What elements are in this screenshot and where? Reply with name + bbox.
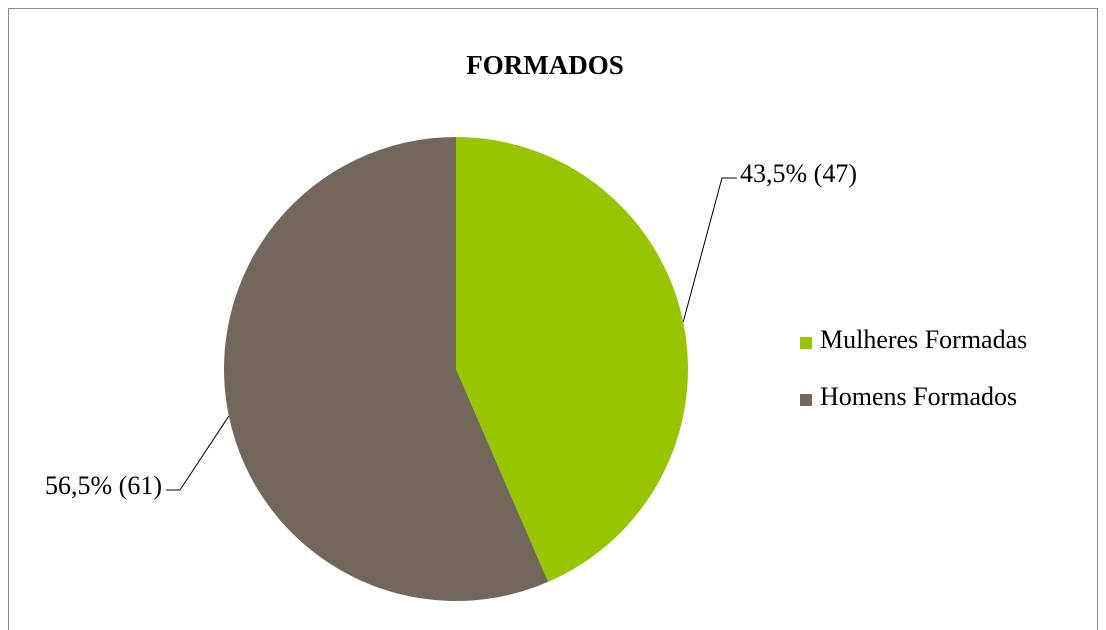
legend-swatch [800, 337, 812, 349]
leader-line [166, 415, 230, 491]
legend-swatch [800, 394, 812, 406]
pie-slice [224, 137, 549, 601]
leader-line [682, 177, 737, 323]
legend-label: Homens Formados [820, 382, 1017, 411]
data-label: 43,5% (47) [740, 159, 857, 188]
legend-label: Mulheres Formadas [820, 325, 1027, 354]
chart-title: FORMADOS [466, 50, 624, 80]
pie-slice [456, 137, 688, 582]
data-label: 56,5% (61) [45, 471, 162, 500]
